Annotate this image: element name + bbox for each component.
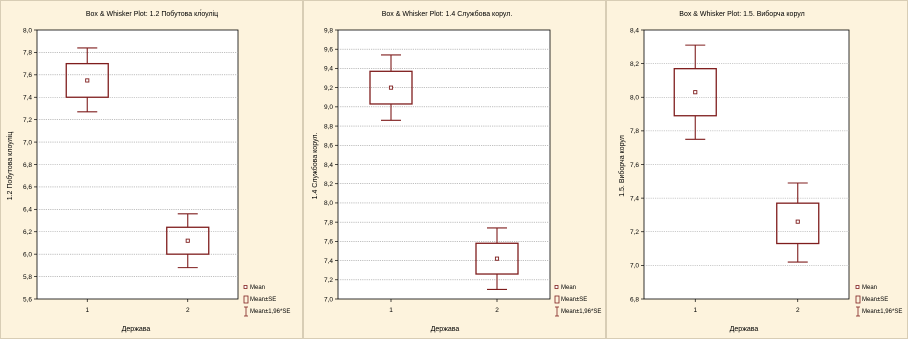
se-box [776, 202, 820, 245]
legend-se-label: Mean±SE [862, 297, 888, 303]
x-tick-label: 2 [796, 307, 800, 314]
y-tick-label: 6,4 [23, 207, 32, 214]
y-tick-label: 7,2 [324, 277, 333, 284]
chart-title: Box & Whisker Plot: 1.5. Виборча корул [679, 10, 804, 18]
legend-se-swatch [855, 295, 861, 304]
y-tick-label: 6,2 [23, 229, 32, 236]
y-tick-label: 8,0 [23, 27, 32, 34]
legend-se-label: Mean±SE [250, 297, 276, 303]
legend-ci-label: Mean±1,96*SE [561, 309, 601, 315]
y-axis-label: 1.2 Побутова клоуліц [6, 132, 14, 201]
legend-se-swatch [554, 295, 560, 304]
chart-panel-2: Box & Whisker Plot: 1.4 Службова корул. … [303, 0, 606, 339]
y-tick-label: 5,6 [23, 296, 32, 303]
y-tick-label: 8,2 [324, 181, 333, 188]
y-tick-label: 8,4 [630, 27, 639, 34]
y-tick-label: 5,8 [23, 274, 32, 281]
y-tick-label: 7,8 [324, 219, 333, 226]
y-tick-label: 9,2 [324, 85, 333, 92]
y-tick-label: 8,6 [324, 143, 333, 150]
plot-area [36, 29, 239, 300]
y-tick-label: 9,0 [324, 104, 333, 111]
legend-mean-swatch [855, 285, 860, 289]
y-tick-label: 9,4 [324, 66, 333, 73]
y-tick-label: 7,2 [630, 229, 639, 236]
x-tick-label: 2 [495, 307, 499, 314]
y-tick-label: 8,0 [324, 200, 333, 207]
y-tick-label: 9,8 [324, 27, 333, 34]
legend-mean-label: Mean [862, 285, 877, 291]
y-tick-label: 7,6 [324, 239, 333, 246]
y-tick-label: 8,4 [324, 162, 333, 169]
y-tick-label: 9,6 [324, 47, 333, 54]
chart-panel-3: Box & Whisker Plot: 1.5. Виборча корул Д… [606, 0, 908, 339]
x-tick-label: 2 [186, 307, 190, 314]
se-box [65, 62, 109, 98]
legend-mean-swatch [554, 285, 559, 289]
legend-se-label: Mean±SE [561, 297, 587, 303]
se-box [673, 68, 717, 117]
y-tick-label: 8,8 [324, 123, 333, 130]
legend-ci-label: Mean±1,96*SE [862, 309, 902, 315]
mean-marker [185, 238, 190, 243]
legend-ci-label: Mean±1,96*SE [250, 309, 290, 315]
mean-marker [85, 78, 90, 83]
y-axis-label: 1.4 Службова корул. [311, 133, 319, 200]
mean-marker [494, 256, 500, 261]
x-axis-label: Держава [431, 326, 460, 333]
y-axis-label: 1.5. Виборча корул [618, 135, 626, 197]
x-tick-label: 1 [693, 307, 697, 314]
x-tick-label: 1 [389, 307, 393, 314]
y-tick-label: 7,4 [630, 195, 639, 202]
y-tick-label: 7,8 [630, 128, 639, 135]
legend-mean-label: Mean [561, 285, 576, 291]
y-tick-label: 7,2 [23, 117, 32, 124]
se-box [166, 226, 210, 255]
y-tick-label: 7,0 [23, 139, 32, 146]
chart-panel-1: Box & Whisker Plot: 1.2 Побутова кл́оулі… [0, 0, 303, 339]
y-tick-label: 7,6 [23, 72, 32, 79]
y-tick-label: 7,0 [630, 263, 639, 270]
legend-se-swatch [243, 295, 249, 304]
y-tick-label: 7,4 [23, 95, 32, 102]
y-tick-label: 6,8 [23, 162, 32, 169]
y-tick-label: 6,6 [23, 184, 32, 191]
x-tick-label: 1 [85, 307, 89, 314]
y-tick-label: 7,6 [630, 162, 639, 169]
legend-mean-swatch [243, 285, 248, 289]
x-axis-label: Держава [730, 326, 759, 333]
legend-mean-label: Mean [250, 285, 265, 291]
y-tick-label: 8,2 [630, 61, 639, 68]
mean-marker [388, 85, 394, 90]
chart-title: Box & Whisker Plot: 1.4 Службова корул. [382, 10, 513, 18]
y-tick-label: 8,0 [630, 95, 639, 102]
se-box [475, 242, 519, 275]
x-axis-label: Держава [122, 326, 151, 333]
mean-marker [693, 90, 698, 95]
y-tick-label: 6,0 [23, 251, 32, 258]
se-box [369, 70, 413, 105]
mean-marker [795, 219, 800, 224]
y-tick-label: 7,8 [23, 50, 32, 57]
y-tick-label: 6,8 [630, 296, 639, 303]
y-tick-label: 7,0 [324, 296, 333, 303]
chart-title: Box & Whisker Plot: 1.2 Побутова кл́оулі… [86, 9, 218, 18]
y-tick-label: 7,4 [324, 258, 333, 265]
